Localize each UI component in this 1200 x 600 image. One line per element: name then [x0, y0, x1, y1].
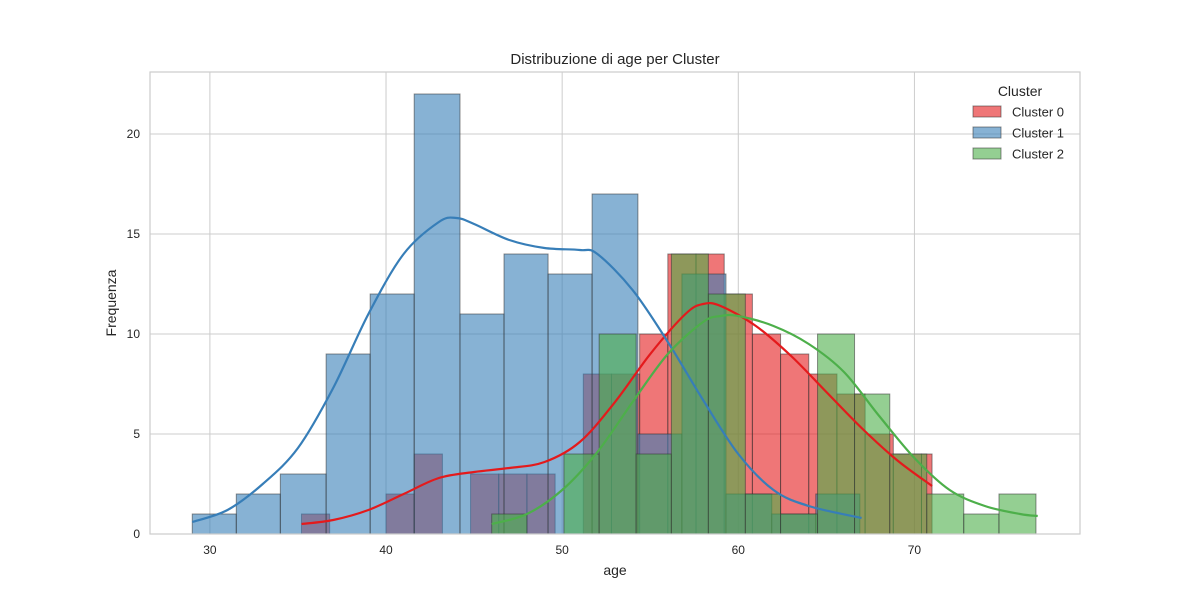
- legend-label: Cluster 2: [1012, 147, 1064, 162]
- histogram-bar: [854, 393, 891, 535]
- histogram-bar: [413, 93, 461, 535]
- histogram-bar: [670, 253, 709, 535]
- histogram-bar: [889, 453, 928, 535]
- histogram-bar: [780, 353, 810, 535]
- y-tick-label: 15: [127, 227, 141, 241]
- histogram-bar: [963, 513, 1000, 535]
- legend-title: Cluster: [998, 83, 1043, 99]
- histogram-bar: [635, 453, 672, 535]
- legend-swatch: [972, 126, 1002, 139]
- x-tick-label: 30: [203, 543, 217, 557]
- legend-swatch: [972, 147, 1002, 160]
- x-tick-label: 60: [732, 543, 746, 557]
- legend-items: Cluster 0 Cluster 1 Cluster 2: [972, 105, 1064, 162]
- plot-frame: [149, 71, 1081, 535]
- histogram-bar: [926, 493, 965, 535]
- histogram-bar: [707, 293, 746, 535]
- histogram-bar: [279, 473, 327, 535]
- y-tick-label: 5: [133, 427, 140, 441]
- legend: Cluster Cluster 0 Cluster 1 Cluster 2: [972, 83, 1064, 162]
- histogram-bar: [369, 293, 415, 535]
- kde-curve-cluster-0: [301, 301, 933, 526]
- legend-swatch: [972, 105, 1002, 118]
- x-tick-label: 70: [908, 543, 922, 557]
- x-tick-label: 40: [379, 543, 393, 557]
- series-bars-cluster-2: [491, 253, 1037, 535]
- histogram-bar: [598, 333, 637, 535]
- y-axis-label: Frequenza: [103, 269, 119, 336]
- histogram-bar: [503, 253, 549, 535]
- y-axis-ticks: 0 5 10 15 20: [127, 127, 141, 541]
- histogram-bar: [744, 493, 782, 535]
- histogram-bar: [817, 333, 856, 535]
- histogram-bars: [191, 93, 1037, 535]
- plot-area: 30 40 50 60 70 0 5 10 15 20: [127, 71, 1081, 557]
- kde-curve-cluster-2: [491, 313, 1038, 526]
- histogram-bar: [325, 353, 371, 535]
- x-axis-ticks: 30 40 50 60 70: [203, 543, 921, 557]
- kde-curve-cluster-1: [191, 216, 862, 524]
- y-tick-label: 10: [127, 327, 141, 341]
- histogram-bar: [563, 453, 600, 535]
- kde-curves: [191, 216, 1038, 526]
- legend-label: Cluster 1: [1012, 126, 1064, 141]
- legend-label: Cluster 0: [1012, 105, 1064, 120]
- chart-title: Distribuzione di age per Cluster: [510, 51, 719, 68]
- x-tick-label: 50: [555, 543, 569, 557]
- x-axis-label: age: [603, 562, 627, 578]
- histogram-bar: [459, 313, 505, 535]
- histogram-bar: [191, 513, 237, 535]
- y-tick-label: 0: [133, 527, 140, 541]
- histogram-bar: [780, 513, 819, 535]
- y-tick-label: 20: [127, 127, 141, 141]
